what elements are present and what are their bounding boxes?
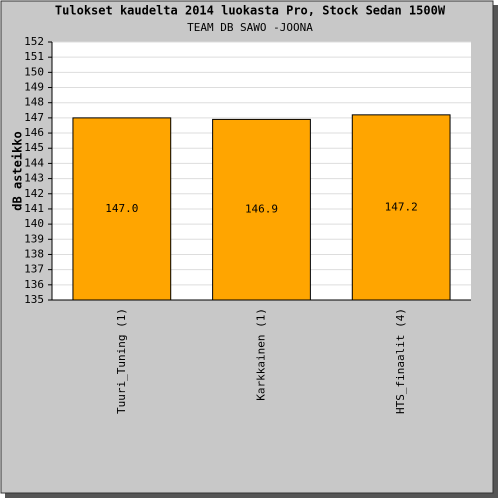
y-tick-label: 148 <box>24 96 44 109</box>
y-tick-label: 135 <box>24 293 44 306</box>
y-tick-label: 149 <box>24 81 44 94</box>
y-tick-label: 139 <box>24 232 44 245</box>
y-tick-label: 145 <box>24 141 44 154</box>
chart-subtitle: TEAM DB SAWO -JOONA <box>187 21 313 34</box>
y-tick-label: 137 <box>24 263 44 276</box>
chart-title: Tulokset kaudelta 2014 luokasta Pro, Sto… <box>55 4 446 18</box>
y-tick-label: 147 <box>24 111 44 124</box>
x-tick-label: HTS_finaalit (4) <box>394 308 407 414</box>
x-tick-label: Karkkainen (1) <box>255 308 268 401</box>
y-tick-label: 151 <box>24 50 44 63</box>
y-tick-label: 146 <box>24 126 44 139</box>
y-tick-label: 150 <box>24 65 44 78</box>
y-tick-label: 142 <box>24 187 44 200</box>
y-axis-label: dB asteikko <box>11 131 25 210</box>
x-tick-label: Tuuri_Tuning (1) <box>115 308 128 414</box>
y-tick-label: 143 <box>24 172 44 185</box>
bar <box>212 118 311 301</box>
y-tick-label: 136 <box>24 278 44 291</box>
bar <box>351 114 451 301</box>
y-tick-label: 138 <box>24 247 44 260</box>
y-tick-label: 144 <box>24 156 44 169</box>
value-label: 147.2 <box>385 200 418 213</box>
y-tick-label: 152 <box>24 35 44 48</box>
y-tick-label: 140 <box>24 217 44 230</box>
value-label: 146.9 <box>245 203 278 216</box>
value-label: 147.0 <box>105 202 138 215</box>
y-tick-label: 141 <box>24 202 44 215</box>
